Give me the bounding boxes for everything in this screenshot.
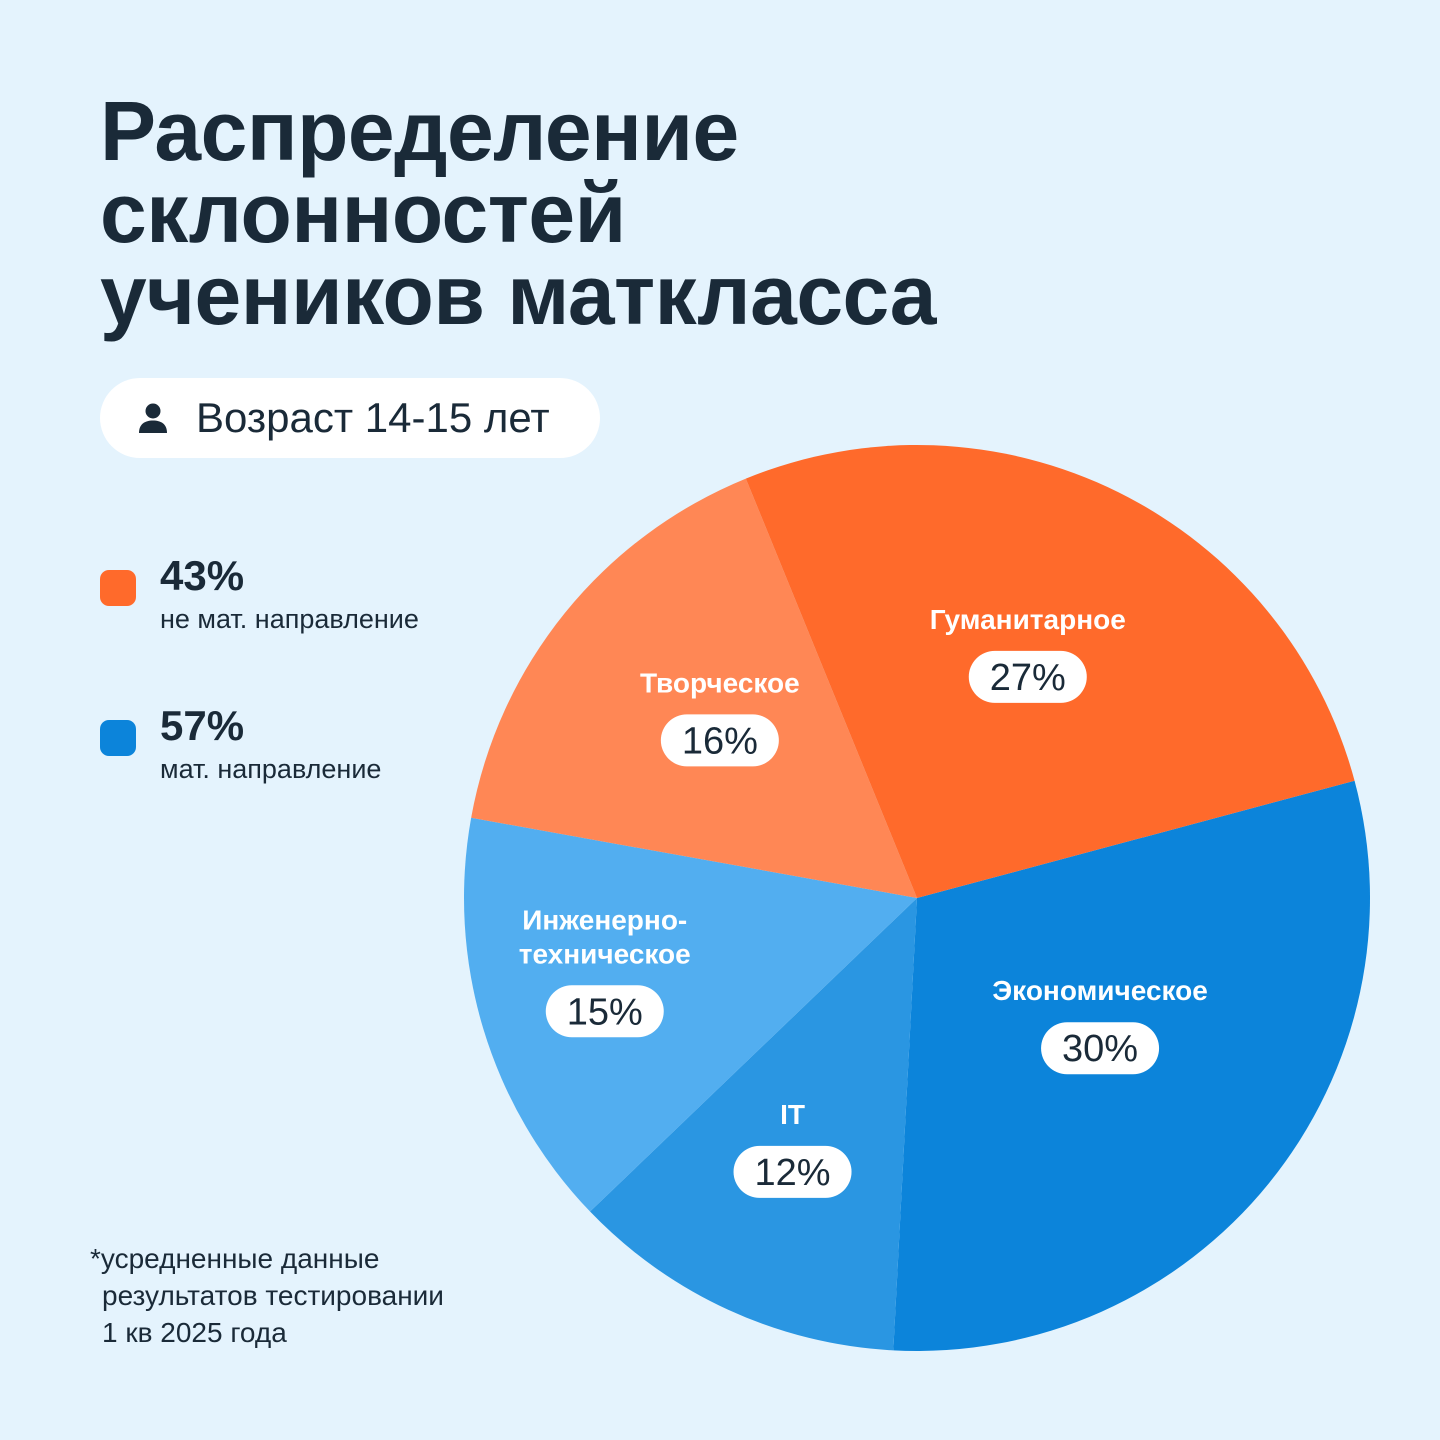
slice-label: IT	[780, 1099, 805, 1130]
age-badge-text: Возраст 14-15 лет	[196, 394, 550, 441]
pie-slice-it	[590, 898, 917, 1351]
percent-pill	[660, 714, 779, 767]
percent-pill	[733, 1145, 852, 1198]
legend-swatch-blue	[100, 720, 136, 756]
pie-slice-инженерно-техническое	[464, 817, 917, 1212]
footnote-line-2: результатов тестировании	[102, 1280, 444, 1311]
slice-label-group: IT 12%	[733, 1099, 852, 1198]
legend-label: не мат. направление	[160, 604, 419, 634]
person-icon	[139, 403, 167, 433]
slice-percent: 12%	[755, 1152, 831, 1194]
footnote: *усредненные данные результатов тестиров…	[90, 1240, 510, 1351]
slice-label-group: Творческое 16%	[640, 667, 800, 767]
slice-label-group: Гуманитарное 27%	[930, 604, 1126, 703]
legend-label: мат. направление	[160, 754, 382, 784]
footnote-line-3: 1 кв 2025 года	[102, 1317, 287, 1348]
page-title: Распределение склонностей учеников маткл…	[100, 84, 1100, 342]
slice-percent: 15%	[567, 991, 643, 1033]
slice-percent: 30%	[1062, 1028, 1138, 1070]
pie-slice-творческое	[471, 478, 917, 898]
percent-pill	[968, 650, 1087, 703]
slice-label: техническое	[519, 938, 691, 969]
slice-label: Инженерно-	[522, 904, 687, 935]
title-line-1: Распределение	[100, 84, 739, 178]
slice-percent: 27%	[990, 657, 1066, 699]
slice-label: Экономическое	[992, 975, 1208, 1006]
slice-label-group: Инженерно-техническое 15%	[519, 904, 691, 1038]
percent-pill	[545, 985, 664, 1038]
slice-label-group: Экономическое 30%	[992, 975, 1208, 1075]
legend-swatch-orange	[100, 570, 136, 606]
slice-percent: 16%	[682, 720, 758, 762]
percent-pill	[1041, 1022, 1160, 1075]
title-line-3: учеников маткласса	[100, 248, 937, 342]
age-badge: Возраст 14-15 лет	[100, 378, 600, 458]
slice-label: Творческое	[640, 667, 800, 698]
legend-value: 43%	[160, 552, 245, 599]
legend-value: 57%	[160, 702, 245, 749]
footnote-line-1: *усредненные данные	[90, 1243, 380, 1274]
title-line-2: склонностей	[100, 166, 626, 260]
slice-label: Гуманитарное	[930, 604, 1126, 635]
